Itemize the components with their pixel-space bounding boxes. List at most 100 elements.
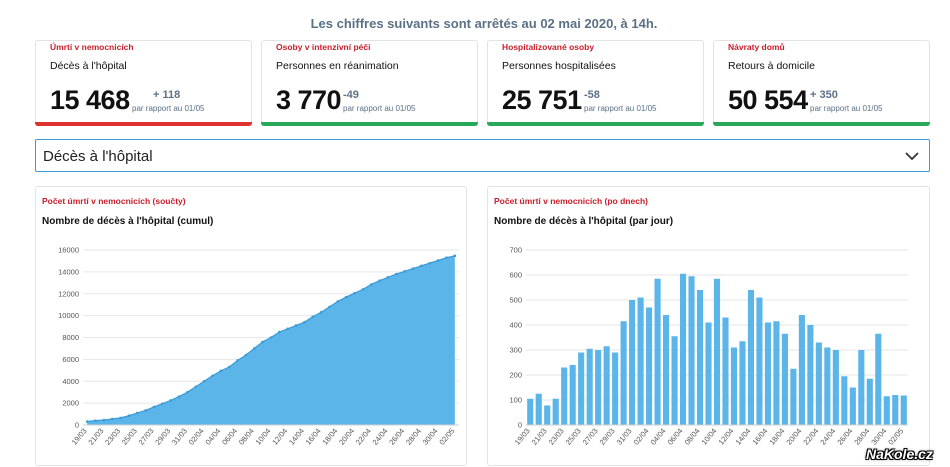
card-delta: -58 <box>584 89 600 101</box>
data-point <box>202 379 206 383</box>
data-point <box>211 374 214 378</box>
card-status-bar <box>487 122 704 126</box>
bar <box>679 273 687 425</box>
bar <box>883 396 890 425</box>
date-header: Les chiffres suivants sont arrêtés au 02… <box>310 16 658 31</box>
x-tick-label: 08/04 <box>683 427 702 447</box>
data-point <box>453 254 457 258</box>
card-delta: + 350 <box>810 89 838 101</box>
y-tick-label: 8000 <box>62 333 79 342</box>
bar <box>544 405 551 425</box>
stat-card-hospitalized: Hospitalizované osoby Personnes hospital… <box>487 40 704 126</box>
y-tick-label: 2000 <box>62 399 79 408</box>
data-point <box>177 395 181 398</box>
data-point <box>303 320 306 324</box>
card-comparison: par rapport au 01/05 <box>810 104 883 113</box>
y-tick-label: 16000 <box>58 246 79 255</box>
data-point <box>219 369 223 373</box>
x-tick-label: 31/03 <box>170 427 189 447</box>
bar <box>705 322 712 425</box>
card-status-bar <box>713 122 930 126</box>
data-point <box>169 399 173 402</box>
x-tick-label: 21/03 <box>530 427 549 447</box>
chart-cz-title: Počet úmrtí v nemocnicích (po dnech) <box>494 196 648 206</box>
data-point <box>445 256 448 259</box>
x-tick-label: 27/03 <box>137 427 156 447</box>
stat-card-icu: Osoby v intenzivní péči Personnes en réa… <box>261 40 478 126</box>
cumulative-chart: 0 2000 4000 6000 8000 10000 12000 14000 16000 19/… <box>58 246 459 447</box>
x-tick-label: 19/03 <box>513 427 532 447</box>
data-point <box>420 264 423 268</box>
bar <box>900 395 907 425</box>
site-watermark: NaKole.cz <box>866 446 933 462</box>
data-point <box>144 409 147 412</box>
chart-fr-title: Nombre de décès à l'hôpital (cumul) <box>42 216 214 227</box>
x-tick-label: 10/04 <box>254 427 273 447</box>
bar <box>824 347 831 425</box>
data-point <box>278 330 281 334</box>
y-tick-label: 14000 <box>58 267 79 276</box>
chart-fr-title: Nombre de décès à l'hôpital (par jour) <box>494 216 674 227</box>
bar <box>756 297 763 425</box>
y-tick-label: 200 <box>509 371 522 380</box>
x-tick-label: 25/03 <box>120 427 139 447</box>
bar <box>807 325 814 425</box>
x-tick-label: 30/04 <box>421 427 440 447</box>
bar <box>730 347 738 425</box>
bar <box>688 276 695 425</box>
bar <box>637 297 644 425</box>
x-tick-label: 20/04 <box>784 427 803 447</box>
x-tick-label: 30/04 <box>869 427 888 447</box>
x-tick-label: 22/04 <box>354 427 373 447</box>
x-tick-label: 12/04 <box>270 427 289 447</box>
data-point <box>369 283 373 286</box>
data-point <box>353 291 356 295</box>
x-tick-label: 29/03 <box>598 427 617 447</box>
daily-chart: 0 100 200 300 400 500 600 700 19/0321/0323/0325/… <box>509 246 908 447</box>
card-delta: + 118 <box>153 89 181 101</box>
y-tick-label: 100 <box>509 396 522 405</box>
data-point <box>161 402 164 405</box>
bar <box>747 290 755 425</box>
bar <box>586 348 593 425</box>
data-point <box>102 418 106 422</box>
data-point <box>294 324 298 327</box>
indicator-select[interactable]: Décès à l'hôpital <box>35 139 930 172</box>
data-point <box>336 300 340 303</box>
card-delta: -49 <box>343 89 359 101</box>
bar <box>739 341 746 425</box>
card-cz-label: Hospitalizované osoby <box>502 42 595 52</box>
bar <box>603 346 610 425</box>
bar <box>629 300 636 425</box>
data-point <box>261 340 264 344</box>
x-tick-label: 02/05 <box>437 427 456 447</box>
select-value: Décès à l'hôpital <box>43 148 153 165</box>
x-tick-label: 14/04 <box>734 427 753 447</box>
cumulative-chart-panel: Počet úmrtí v nemocnicích (součty) Nombr… <box>35 186 467 466</box>
chart-cz-title: Počet úmrtí v nemocnicích (součty) <box>42 196 186 206</box>
card-value: 50 554 <box>728 85 808 115</box>
bar <box>561 367 568 425</box>
data-point <box>252 347 256 350</box>
bar <box>569 365 576 425</box>
data-point <box>378 279 381 282</box>
data-point <box>194 385 198 389</box>
bar <box>892 395 899 425</box>
y-tick-label: 6000 <box>62 355 79 364</box>
chevron-down-icon <box>905 152 919 161</box>
x-tick-label: 20/04 <box>337 427 356 447</box>
card-value: 25 751 <box>502 85 582 115</box>
bar <box>790 368 797 425</box>
x-tick-label: 12/04 <box>717 427 736 447</box>
y-tick-label: 300 <box>509 346 522 355</box>
data-point <box>411 267 415 270</box>
y-tick-label: 400 <box>509 321 522 330</box>
x-tick-label: 06/04 <box>666 427 685 447</box>
data-point <box>136 411 139 415</box>
card-cz-label: Osoby v intenzivní péči <box>276 42 371 52</box>
data-point <box>311 315 315 319</box>
bar <box>595 350 602 425</box>
x-tick-label: 02/05 <box>886 427 905 447</box>
x-tick-label: 10/04 <box>700 427 719 447</box>
data-point <box>269 336 273 339</box>
